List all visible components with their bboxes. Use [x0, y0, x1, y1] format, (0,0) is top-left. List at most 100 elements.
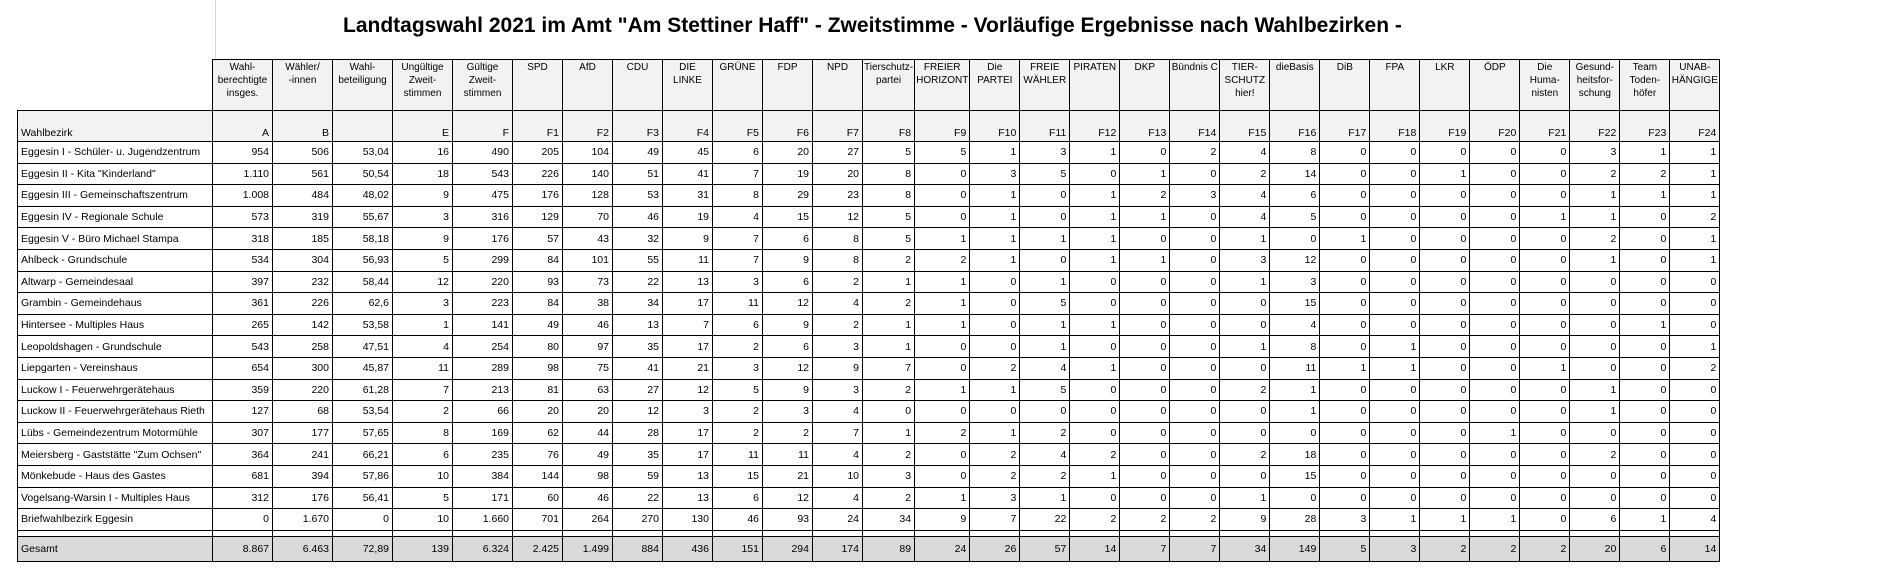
column-header: Wahl- beteiligung: [332, 59, 393, 111]
table-cell: 13: [662, 270, 713, 294]
table-cell: 0: [1669, 270, 1721, 294]
table-cell: 0: [1069, 378, 1121, 402]
table-cell: 58,18: [332, 227, 393, 250]
table-cell: 0: [1169, 335, 1221, 358]
table-cell: 0: [861, 400, 916, 423]
table-cell: 49: [562, 443, 613, 466]
column-code: F6: [762, 110, 813, 142]
table-cell: 35: [612, 443, 663, 466]
column-code: F19: [1419, 110, 1471, 142]
table-cell: 0: [1019, 400, 1071, 423]
table-cell: 0: [1319, 141, 1371, 164]
table-cell: 5: [861, 141, 916, 164]
table-cell: 81: [512, 378, 563, 402]
table-cell: 1: [1669, 227, 1721, 250]
table-cell: 0: [1319, 292, 1371, 315]
column-header: dieBasis: [1269, 59, 1321, 111]
table-cell: 3: [1019, 141, 1071, 164]
total-cell: 8.867: [212, 535, 273, 562]
table-cell: 1: [1119, 205, 1171, 229]
table-cell: 1: [1469, 421, 1521, 445]
table-cell: 0: [1519, 248, 1571, 272]
table-cell: 19: [762, 162, 813, 186]
table-cell: 34: [861, 508, 916, 531]
table-cell: 2: [1069, 443, 1121, 466]
table-cell: 0: [1469, 443, 1521, 466]
table-cell: 19: [662, 205, 713, 229]
column-header: Wahl- berechtigte insges.: [212, 59, 273, 111]
table-cell: 0: [1619, 292, 1671, 315]
table-cell: 0: [1069, 335, 1121, 358]
table-cell: 0: [1419, 378, 1471, 402]
table-cell: 2: [861, 378, 916, 402]
table-cell: 0: [1469, 205, 1521, 229]
table-cell: 15: [1269, 464, 1321, 488]
table-cell: 0: [1119, 335, 1171, 358]
table-cell: 3: [662, 400, 713, 423]
table-cell: 9: [662, 227, 713, 250]
table-cell: 1.008: [212, 184, 273, 207]
table-cell: 0: [1519, 141, 1571, 164]
table-cell: 7: [662, 313, 713, 337]
table-cell: 0: [1369, 227, 1421, 250]
table-cell: 0: [1219, 400, 1271, 423]
table-cell: 185: [272, 227, 333, 250]
table-cell: 0: [1119, 400, 1171, 423]
table-cell: 0: [1319, 335, 1371, 358]
table-cell: 220: [452, 270, 513, 294]
table-cell: 75: [562, 356, 613, 380]
table-cell: 45,87: [332, 356, 393, 380]
table-cell: 300: [272, 356, 333, 380]
table-cell: 0: [1519, 335, 1571, 358]
table-row: Altwarp - Gemeindesaal 397 232 58,44 12 220 93…: [17, 270, 1721, 294]
table-cell: 1: [1669, 162, 1721, 186]
table-cell: 9: [914, 508, 971, 531]
table-cell: 1: [969, 248, 1021, 272]
table-cell: 0: [1419, 270, 1471, 294]
table-cell: 0: [1419, 292, 1471, 315]
table-cell: 0: [1119, 313, 1171, 337]
table-cell: 66: [452, 400, 513, 423]
table-cell: 49: [512, 313, 563, 337]
table-cell: 0: [1369, 205, 1421, 229]
column-code: F7: [812, 110, 863, 142]
column-code: B: [272, 110, 333, 142]
table-cell: 1: [1069, 141, 1121, 164]
table-cell: 226: [272, 292, 333, 315]
table-cell: 289: [452, 356, 513, 380]
table-cell: 27: [812, 141, 863, 164]
table-cell: 1: [1069, 313, 1121, 337]
table-cell: 171: [452, 486, 513, 510]
table-cell: 5: [861, 205, 916, 229]
table-cell: 2: [1619, 162, 1671, 186]
table-cell: 9: [1219, 508, 1271, 531]
table-cell: 1: [1669, 248, 1721, 272]
table-cell: 56,93: [332, 248, 393, 272]
table-cell: 127: [212, 400, 273, 423]
table-cell: 5: [1019, 162, 1071, 186]
table-cell: 1: [1569, 205, 1621, 229]
table-cell: 8: [1269, 335, 1321, 358]
table-cell: 0: [1369, 141, 1421, 164]
table-cell: 6: [762, 270, 813, 294]
table-cell: 2: [1219, 378, 1271, 402]
column-code: F8: [861, 110, 916, 142]
table-cell: 2: [861, 486, 916, 510]
table-cell: 2: [1169, 141, 1221, 164]
table-cell: 4: [1219, 184, 1271, 207]
table-row: Eggesin II - Kita "Kinderland" 1.110 561 50…: [17, 162, 1721, 186]
column-header: DiB: [1319, 59, 1371, 111]
table-cell: 1: [969, 184, 1021, 207]
table-cell: 12: [662, 378, 713, 402]
column-header: PIRATEN: [1069, 59, 1121, 111]
table-cell: 20: [562, 400, 613, 423]
table-cell: 63: [562, 378, 613, 402]
table-cell: 0: [1169, 400, 1221, 423]
table-cell: 1: [969, 378, 1021, 402]
district-name: Ahlbeck - Grundschule: [17, 248, 213, 272]
table-cell: 0: [1569, 292, 1621, 315]
table-cell: 0: [1219, 313, 1271, 337]
table-cell: 11: [712, 292, 763, 315]
table-cell: 5: [861, 227, 916, 250]
table-cell: 2: [812, 270, 863, 294]
